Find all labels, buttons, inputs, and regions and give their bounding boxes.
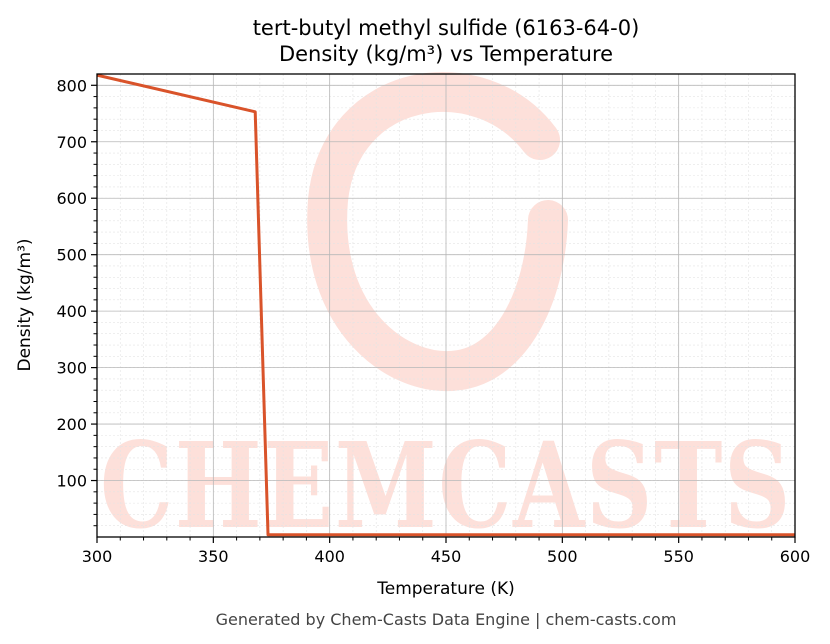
- y-tick-label: 100: [56, 472, 87, 491]
- x-tick-label: 600: [780, 547, 811, 566]
- y-tick-label: 600: [56, 189, 87, 208]
- x-tick-label: 550: [663, 547, 694, 566]
- y-axis-label: Density (kg/m³): [15, 238, 35, 371]
- y-tick-label: 800: [56, 76, 87, 95]
- y-tick-label: 500: [56, 246, 87, 265]
- x-axis-label: Temperature (K): [376, 579, 515, 599]
- series-group: [96, 73, 795, 537]
- x-tick-label: 300: [82, 547, 113, 566]
- chart-subtitle: Density (kg/m³) vs Temperature: [279, 42, 613, 66]
- y-tick-label: 700: [56, 133, 87, 152]
- y-tick-label: 200: [56, 415, 87, 434]
- y-tick-label: 300: [56, 359, 87, 378]
- axis-ticks: 300 350 400 450 500 550 600 100 200 300 400 500 600 7…: [56, 76, 810, 566]
- y-tick-label: 400: [56, 302, 87, 321]
- watermark-text: CHEMCASTS: [100, 416, 792, 555]
- x-tick-label: 400: [314, 547, 345, 566]
- x-tick-label: 450: [431, 547, 462, 566]
- density-series-line: [96, 73, 795, 537]
- x-tick-label: 500: [547, 547, 578, 566]
- watermark-logo-arc: [307, 72, 568, 392]
- footer-credit: Generated by Chem-Casts Data Engine | ch…: [216, 610, 677, 629]
- chart-title: tert-butyl methyl sulfide (6163-64-0): [253, 16, 640, 40]
- x-tick-label: 350: [198, 547, 229, 566]
